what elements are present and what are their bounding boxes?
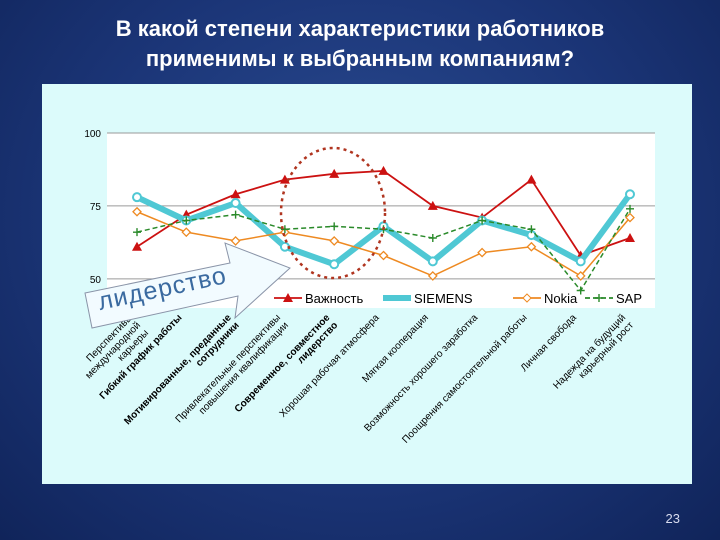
data-point	[428, 234, 437, 242]
data-point	[329, 235, 340, 246]
legend-entry: SIEMENS	[383, 291, 473, 306]
data-point	[378, 250, 389, 261]
callout-arrow-shape	[84, 242, 291, 329]
legend-marker	[283, 293, 293, 302]
data-point	[280, 225, 289, 234]
y-tick-label: 100	[84, 129, 101, 140]
legend-entry: SAP	[585, 291, 642, 306]
y-tick-label: 75	[90, 202, 102, 213]
legend-label: SAP	[616, 291, 642, 306]
data-point	[625, 189, 635, 200]
data-point	[230, 198, 241, 208]
y-tick-label: 50	[90, 275, 102, 286]
data-point	[182, 216, 191, 225]
data-point	[427, 270, 438, 281]
legend-label: Важность	[305, 291, 363, 306]
data-point	[279, 174, 290, 184]
legend-label: Nokia	[544, 291, 578, 306]
data-point	[231, 210, 240, 219]
legend-label: SIEMENS	[414, 291, 473, 306]
legend-entry: Nokia	[513, 291, 578, 306]
legend-entry: Важность	[274, 291, 363, 306]
legend-marker	[522, 293, 532, 303]
data-point	[181, 227, 192, 238]
data-point	[625, 212, 635, 223]
data-point	[230, 235, 241, 246]
legend-marker	[595, 294, 603, 302]
data-point	[478, 216, 487, 225]
data-point	[133, 228, 141, 237]
data-point	[575, 270, 586, 281]
data-point	[132, 241, 142, 251]
data-point	[132, 192, 142, 203]
title-line-1: В какой степени характеристики работнико…	[115, 16, 605, 41]
data-point	[526, 174, 537, 184]
data-point	[329, 259, 340, 270]
data-point	[576, 286, 585, 295]
data-point	[132, 206, 142, 217]
data-point	[230, 189, 241, 199]
slide-title: В какой степени характеристики работнико…	[0, 14, 720, 74]
data-point	[477, 247, 488, 258]
data-point	[625, 233, 635, 242]
data-point	[427, 256, 438, 267]
data-point	[575, 256, 586, 267]
data-point	[378, 165, 389, 175]
data-point	[626, 204, 634, 213]
title-line-2: применимы к выбранным компаниям?	[145, 46, 575, 71]
highlight-ellipse	[279, 146, 387, 280]
data-point	[330, 222, 339, 231]
data-point	[526, 241, 537, 252]
data-point	[329, 168, 340, 178]
data-point	[527, 225, 536, 234]
page-number: 23	[665, 511, 680, 526]
data-point	[427, 200, 438, 210]
